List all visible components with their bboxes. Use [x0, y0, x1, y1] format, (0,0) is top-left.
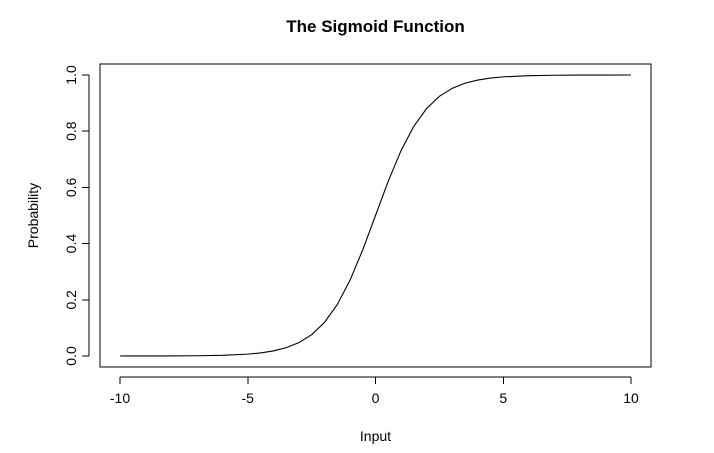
sigmoid-curve [119, 74, 632, 357]
x-tick-label: 5 [499, 390, 507, 406]
x-tick-label: 0 [372, 390, 380, 406]
x-axis: -10 -5 0 5 10 [110, 376, 639, 406]
y-tick-label: 0.4 [63, 234, 79, 254]
y-axis-title: Probability [25, 183, 41, 248]
y-tick-label: 0.8 [63, 121, 79, 141]
series-layer [119, 74, 632, 357]
x-tick-label: 10 [623, 390, 639, 406]
y-tick-label: 0.6 [63, 177, 79, 197]
x-axis-title: Input [360, 428, 391, 444]
y-tick-label: 0.2 [63, 290, 79, 310]
y-tick-label: 0.0 [63, 346, 79, 366]
x-tick-label: -10 [110, 390, 130, 406]
x-tick-label: -5 [242, 390, 255, 406]
chart-title: The Sigmoid Function [286, 17, 464, 36]
plot-frame [99, 63, 652, 368]
y-axis: 0.0 0.2 0.4 0.6 0.8 1.0 [63, 65, 90, 366]
y-tick-label: 1.0 [63, 65, 79, 85]
